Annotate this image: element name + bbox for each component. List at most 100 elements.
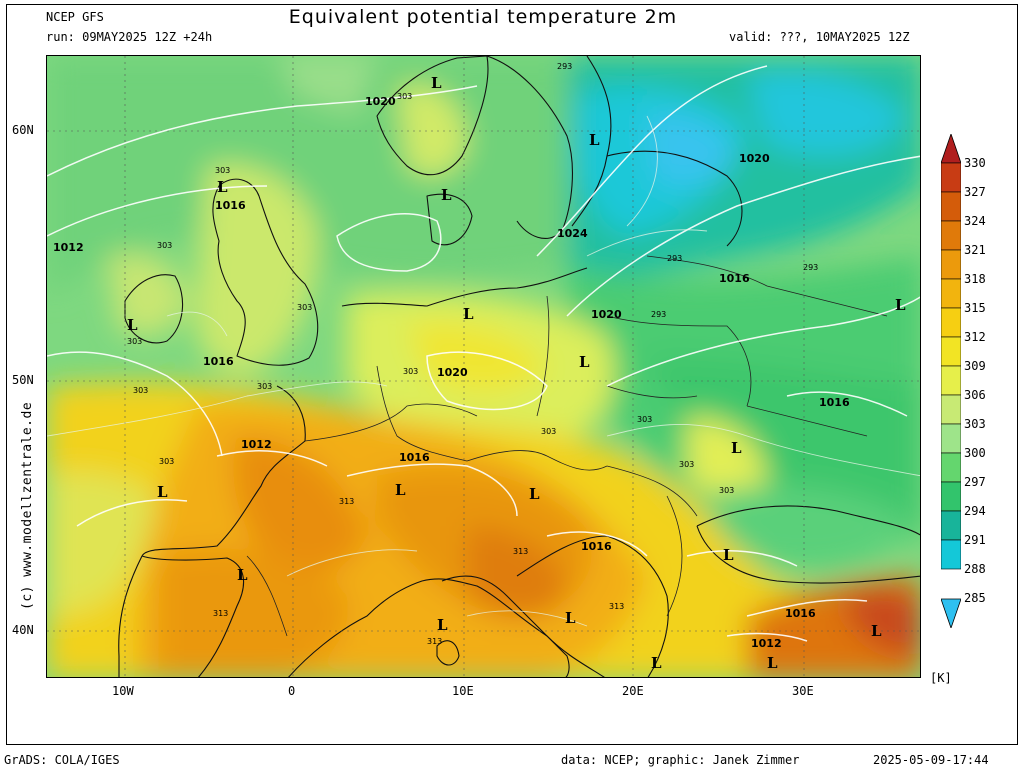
lon-label-30e: 30E xyxy=(792,684,814,698)
pressure-label: 1016 xyxy=(215,199,246,212)
colorbar-step xyxy=(940,481,962,512)
country-borders xyxy=(246,255,888,637)
colorbar-level-label: 300 xyxy=(964,446,986,460)
colorbar-step xyxy=(940,394,962,425)
lat-label-50n: 50N xyxy=(12,373,34,387)
colorbar-bottom-arrow xyxy=(940,598,962,630)
colorbar-level-label: 330 xyxy=(964,156,986,170)
theta-label: 293 xyxy=(651,310,666,319)
sardinia-coastline xyxy=(436,640,460,666)
pressure-label: 1012 xyxy=(241,438,272,451)
pressure-label: 1020 xyxy=(591,308,622,321)
lon-label-20e: 20E xyxy=(622,684,644,698)
colorbar-level-label: 285 xyxy=(964,591,986,605)
theta-label: 313 xyxy=(427,637,442,646)
colorbar-level-label: 318 xyxy=(964,272,986,286)
theta-label: 303 xyxy=(257,382,272,391)
colorbar-step xyxy=(940,452,962,483)
low-marker: L xyxy=(237,566,248,584)
chart-title: Equivalent potential temperature 2m xyxy=(288,6,678,28)
pressure-label: 1020 xyxy=(365,95,396,108)
france-atlantic-coast xyxy=(141,385,306,557)
theta-label: 313 xyxy=(513,547,528,556)
low-marker: L xyxy=(529,485,540,503)
colorbar-level-label: 288 xyxy=(964,562,986,576)
theta-label: 303 xyxy=(297,303,312,312)
low-marker: L xyxy=(723,546,734,564)
theta-e-field xyxy=(47,56,920,677)
colorbar-level-label: 312 xyxy=(964,330,986,344)
colorbar-step xyxy=(940,307,962,338)
theta-label: 303 xyxy=(215,166,230,175)
colorbar-level-label: 321 xyxy=(964,243,986,257)
low-marker: L xyxy=(579,353,590,371)
pressure-label: 1016 xyxy=(581,540,612,553)
iberia-north-coast xyxy=(141,555,245,677)
sweden-coastline xyxy=(486,56,573,239)
theta-label: 303 xyxy=(159,457,174,466)
colorbar-level-label: 327 xyxy=(964,185,986,199)
great-britain-coastline xyxy=(212,178,319,366)
colorbar-step xyxy=(940,162,962,193)
map-panel: 1020 1016 1012 1016 1012 1016 1020 1024 … xyxy=(46,55,921,678)
theta-label: 303 xyxy=(127,337,142,346)
colorbar-step xyxy=(940,365,962,396)
low-marker: L xyxy=(441,186,452,204)
lon-label-10w: 10W xyxy=(112,684,134,698)
colorbar-level-label: 297 xyxy=(964,475,986,489)
theta-label: 303 xyxy=(679,460,694,469)
colorbar-level-label: 309 xyxy=(964,359,986,373)
low-marker: L xyxy=(767,654,778,672)
colorbar-top-arrow xyxy=(940,132,962,164)
low-marker: L xyxy=(127,316,138,334)
theta-contours xyxy=(47,115,920,627)
watermark: (c) www.modellzentrale.de xyxy=(20,401,35,610)
theta-label: 303 xyxy=(403,367,418,376)
pressure-label: 1024 xyxy=(557,227,588,240)
colorbar-level-label: 324 xyxy=(964,214,986,228)
theta-label: 303 xyxy=(637,415,652,424)
low-markers: L L L L L L L L L L L L L L L L L L L xyxy=(127,74,906,672)
theta-label: 313 xyxy=(339,497,354,506)
colorbar-step xyxy=(940,278,962,309)
footer-center: data: NCEP; graphic: Janek Zimmer xyxy=(561,753,800,767)
run-label: run: 09MAY2025 12Z +24h xyxy=(46,30,213,44)
low-marker: L xyxy=(651,654,662,672)
valid-label: valid: ???, 10MAY2025 12Z xyxy=(729,30,910,44)
theta-label: 313 xyxy=(213,609,228,618)
adriatic-balkan-coast xyxy=(516,535,669,677)
lat-label-40n: 40N xyxy=(12,623,34,637)
pressure-label: 1016 xyxy=(785,607,816,620)
low-marker: L xyxy=(895,296,906,314)
low-marker: L xyxy=(157,483,168,501)
iberia-west-coast xyxy=(118,555,143,677)
pressure-label: 1012 xyxy=(751,637,782,650)
theta-label: 293 xyxy=(667,254,682,263)
low-marker: L xyxy=(217,178,228,196)
coastlines xyxy=(118,56,920,677)
norway-coastline xyxy=(376,56,489,176)
colorbar-level-label: 291 xyxy=(964,533,986,547)
low-marker: L xyxy=(589,131,600,149)
colorbar-step xyxy=(940,336,962,367)
gulf-of-finland xyxy=(606,150,743,247)
theta-label: 303 xyxy=(157,241,172,250)
theta-label: 303 xyxy=(397,92,412,101)
isobars xyxy=(47,65,920,642)
low-marker: L xyxy=(395,481,406,499)
pressure-label: 1016 xyxy=(203,355,234,368)
colorbar-step xyxy=(940,220,962,251)
colorbar-svg xyxy=(940,132,962,630)
map-canvas: 1020 1016 1012 1016 1012 1016 1020 1024 … xyxy=(47,56,920,677)
pressure-label: 1020 xyxy=(437,366,468,379)
lon-label-10e: 10E xyxy=(452,684,474,698)
pressure-label: 1020 xyxy=(739,152,770,165)
pressure-label: 1016 xyxy=(719,272,750,285)
theta-label: 303 xyxy=(133,386,148,395)
theta-label: 303 xyxy=(719,486,734,495)
italy-coastline xyxy=(441,575,570,677)
north-sea-south-coast xyxy=(341,267,588,307)
pressure-label: 1016 xyxy=(399,451,430,464)
theta-label: 293 xyxy=(557,62,572,71)
colorbar-step xyxy=(940,423,962,454)
